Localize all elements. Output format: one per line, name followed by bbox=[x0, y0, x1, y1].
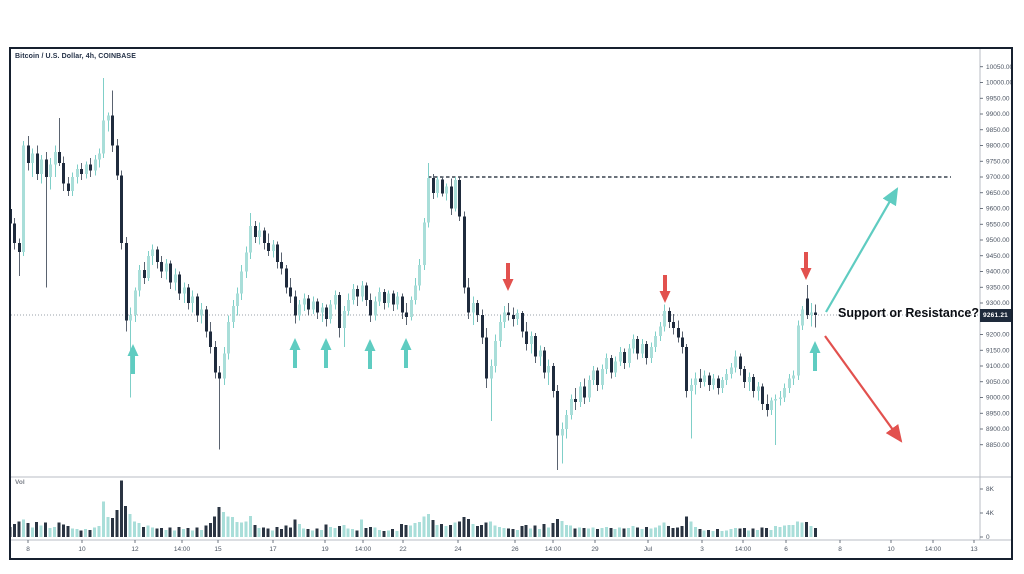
svg-text:26: 26 bbox=[511, 546, 519, 553]
svg-text:9400.00: 9400.00 bbox=[986, 269, 1010, 276]
svg-text:9500.00: 9500.00 bbox=[986, 237, 1010, 244]
svg-text:4K: 4K bbox=[986, 510, 995, 517]
svg-text:15: 15 bbox=[214, 546, 222, 553]
svg-text:9150.00: 9150.00 bbox=[986, 347, 1010, 354]
svg-text:9700.00: 9700.00 bbox=[986, 174, 1010, 181]
svg-text:3: 3 bbox=[700, 546, 704, 553]
price-axis[interactable]: 10050.00 10000.00 9950.00 9900.00 9850.00 980… bbox=[980, 64, 1011, 541]
svg-text:9000.00: 9000.00 bbox=[986, 395, 1010, 402]
svg-text:12: 12 bbox=[131, 546, 139, 553]
svg-text:9100.00: 9100.00 bbox=[986, 363, 1010, 370]
svg-text:17: 17 bbox=[269, 546, 277, 553]
svg-text:8: 8 bbox=[26, 546, 30, 553]
svg-text:9850.00: 9850.00 bbox=[986, 127, 1010, 134]
volume-bars-layer bbox=[11, 480, 817, 537]
up-arrow-annotation-icon bbox=[320, 338, 332, 368]
svg-text:8K: 8K bbox=[986, 486, 995, 493]
axis-separators bbox=[11, 49, 1011, 541]
svg-text:9650.00: 9650.00 bbox=[986, 190, 1010, 197]
svg-text:9750.00: 9750.00 bbox=[986, 158, 1010, 165]
svg-text:9200.00: 9200.00 bbox=[986, 332, 1010, 339]
svg-text:8850.00: 8850.00 bbox=[986, 442, 1010, 449]
down-arrow-annotation-icon bbox=[502, 263, 514, 291]
svg-text:8950.00: 8950.00 bbox=[986, 410, 1010, 417]
svg-text:19: 19 bbox=[321, 546, 329, 553]
svg-text:9300.00: 9300.00 bbox=[986, 300, 1010, 307]
svg-text:9800.00: 9800.00 bbox=[986, 143, 1010, 150]
svg-text:9950.00: 9950.00 bbox=[986, 95, 1010, 102]
volume-pane-label: Vol bbox=[15, 479, 25, 486]
chart-window: 10050.00 10000.00 9950.00 9900.00 9850.00 980… bbox=[9, 47, 1013, 560]
up-arrow-annotation-icon bbox=[400, 338, 412, 368]
svg-text:14:00: 14:00 bbox=[925, 546, 942, 553]
up-arrow-annotation-icon bbox=[809, 341, 821, 371]
svg-text:Jul: Jul bbox=[644, 546, 653, 553]
candles-layer bbox=[11, 77, 817, 470]
down-arrow-annotation-icon bbox=[800, 252, 812, 280]
svg-text:0: 0 bbox=[986, 534, 990, 541]
up-arrow-annotation-icon bbox=[289, 338, 301, 368]
bearish-trend-arrow bbox=[824, 335, 903, 443]
svg-text:13: 13 bbox=[970, 546, 978, 553]
svg-text:10000.00: 10000.00 bbox=[986, 80, 1011, 87]
svg-text:24: 24 bbox=[454, 546, 462, 553]
svg-text:10050.00: 10050.00 bbox=[986, 64, 1011, 71]
svg-text:14:00: 14:00 bbox=[355, 546, 372, 553]
bullish-trend-arrow bbox=[825, 187, 899, 313]
symbol-title: Bitcoin / U.S. Dollar, 4h, COINBASE bbox=[15, 53, 136, 60]
svg-text:9450.00: 9450.00 bbox=[986, 253, 1010, 260]
svg-text:8900.00: 8900.00 bbox=[986, 426, 1010, 433]
svg-text:8: 8 bbox=[838, 546, 842, 553]
svg-text:10: 10 bbox=[78, 546, 86, 553]
annotation-arrows-layer[interactable] bbox=[127, 187, 903, 443]
price-chart-canvas[interactable]: 10050.00 10000.00 9950.00 9900.00 9850.00 980… bbox=[11, 49, 1011, 558]
time-axis[interactable]: 8 10 12 14:00 15 17 19 14:00 22 24 26 14:00 29 Jul 3 14… bbox=[26, 540, 978, 553]
svg-text:6: 6 bbox=[784, 546, 788, 553]
svg-text:9350.00: 9350.00 bbox=[986, 284, 1010, 291]
svg-text:9050.00: 9050.00 bbox=[986, 379, 1010, 386]
svg-text:22: 22 bbox=[399, 546, 407, 553]
svg-text:9550.00: 9550.00 bbox=[986, 221, 1010, 228]
svg-text:14:00: 14:00 bbox=[174, 546, 191, 553]
svg-text:14:00: 14:00 bbox=[735, 546, 752, 553]
svg-text:9900.00: 9900.00 bbox=[986, 111, 1010, 118]
svg-text:29: 29 bbox=[591, 546, 599, 553]
up-arrow-annotation-icon bbox=[127, 344, 139, 374]
svg-text:10: 10 bbox=[887, 546, 895, 553]
last-price-badge: 9261.21 bbox=[980, 309, 1011, 322]
svg-text:9600.00: 9600.00 bbox=[986, 206, 1010, 213]
up-arrow-annotation-icon bbox=[364, 339, 376, 369]
svg-text:14:00: 14:00 bbox=[545, 546, 562, 553]
down-arrow-annotation-icon bbox=[659, 275, 671, 303]
support-resistance-text-annotation[interactable]: Support or Resistance? bbox=[838, 306, 979, 320]
